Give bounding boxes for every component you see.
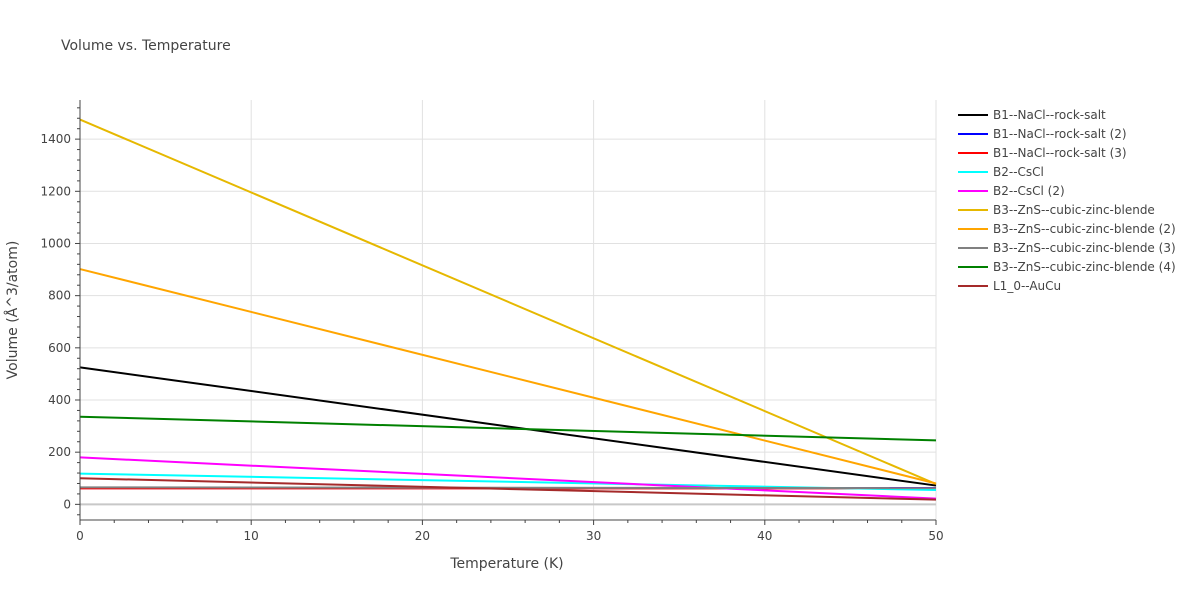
- x-axis-title: Temperature (K): [449, 556, 563, 572]
- legend-label: B1--NaCl--rock-salt (3): [993, 146, 1127, 160]
- legend-item-4[interactable]: B2--CsCl: [958, 165, 1044, 179]
- x-tick-label: 50: [928, 529, 943, 543]
- legend-label: B3--ZnS--cubic-zinc-blende (4): [993, 260, 1176, 274]
- legend-label: B1--NaCl--rock-salt: [993, 108, 1106, 122]
- y-tick-label: 1400: [40, 132, 71, 146]
- series-line-7[interactable]: [79, 268, 937, 485]
- legend-item-1[interactable]: B1--NaCl--rock-salt: [958, 108, 1106, 122]
- y-tick-label: 0: [63, 497, 71, 511]
- legend-label: B1--NaCl--rock-salt (2): [993, 127, 1127, 141]
- y-tick-label: 1200: [40, 184, 71, 198]
- y-tick-label: 600: [48, 341, 71, 355]
- grid-lines: [80, 100, 937, 520]
- legend-label: B2--CsCl: [993, 165, 1044, 179]
- y-tick-labels: 0 200 400 600 800 1000 1200 1400: [40, 132, 71, 511]
- y-tick-label: 400: [48, 393, 71, 407]
- legend-item-3[interactable]: B1--NaCl--rock-salt (3): [958, 146, 1127, 160]
- legend[interactable]: B1--NaCl--rock-salt B1--NaCl--rock-salt (…: [958, 108, 1176, 293]
- x-tick-labels: 0 10 20 30 40 50: [76, 529, 943, 543]
- x-tick-label: 30: [586, 529, 601, 543]
- series-line-6[interactable]: [79, 118, 937, 485]
- legend-item-5[interactable]: B2--CsCl (2): [958, 184, 1065, 198]
- chart-title: Volume vs. Temperature: [61, 38, 231, 54]
- legend-label: B3--ZnS--cubic-zinc-blende (3): [993, 241, 1176, 255]
- axes: [75, 100, 937, 525]
- x-tick-label: 0: [76, 529, 84, 543]
- legend-item-9[interactable]: B3--ZnS--cubic-zinc-blende (4): [958, 260, 1176, 274]
- x-tick-label: 40: [757, 529, 772, 543]
- legend-item-10[interactable]: L1_0--AuCu: [958, 279, 1061, 293]
- y-tick-label: 200: [48, 445, 71, 459]
- y-tick-label: 800: [48, 289, 71, 303]
- legend-item-7[interactable]: B3--ZnS--cubic-zinc-blende (2): [958, 222, 1176, 236]
- legend-label: B2--CsCl (2): [993, 184, 1065, 198]
- y-axis-title: Volume (Å^3/atom): [4, 241, 21, 380]
- series-line-10[interactable]: [79, 477, 937, 501]
- series-line-5[interactable]: [79, 456, 937, 500]
- legend-label: B3--ZnS--cubic-zinc-blende (2): [993, 222, 1176, 236]
- series-line-9[interactable]: [79, 415, 937, 442]
- legend-label: B3--ZnS--cubic-zinc-blende: [993, 203, 1155, 217]
- x-tick-label: 20: [415, 529, 430, 543]
- legend-item-8[interactable]: B3--ZnS--cubic-zinc-blende (3): [958, 241, 1176, 255]
- x-tick-label: 10: [244, 529, 259, 543]
- series-line-1[interactable]: [79, 366, 937, 487]
- y-tick-label: 1000: [40, 236, 71, 250]
- legend-item-2[interactable]: B1--NaCl--rock-salt (2): [958, 127, 1127, 141]
- legend-label: L1_0--AuCu: [993, 279, 1061, 293]
- plot-area[interactable]: [79, 118, 937, 501]
- series-line-8[interactable]: [79, 486, 937, 490]
- legend-item-6[interactable]: B3--ZnS--cubic-zinc-blende: [958, 203, 1155, 217]
